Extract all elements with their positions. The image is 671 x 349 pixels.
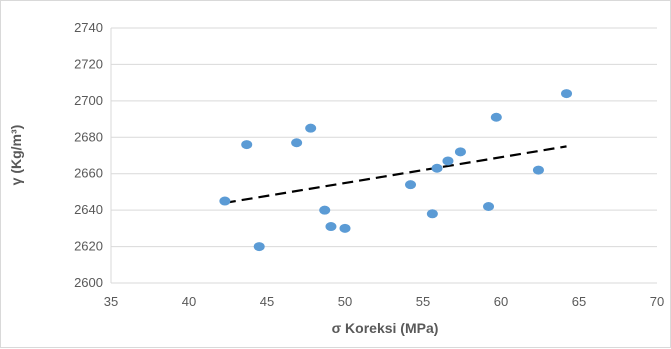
trendline <box>224 145 567 204</box>
x-tick-label: 70 <box>650 294 664 309</box>
data-point <box>325 222 337 232</box>
data-point <box>532 165 544 175</box>
data-point <box>483 202 495 211</box>
data-point <box>442 156 454 166</box>
data-point <box>561 89 573 99</box>
data-point <box>405 180 417 190</box>
x-tick-labels: 35 40 45 50 55 60 65 70 <box>104 294 664 309</box>
x-tick-label: 35 <box>104 294 118 309</box>
y-tick-label: 2600 <box>74 275 103 290</box>
data-point <box>305 123 317 133</box>
y-tick-label: 2660 <box>74 166 103 181</box>
x-tick-label: 45 <box>260 294 274 309</box>
x-tick-label: 50 <box>338 294 352 309</box>
data-point <box>339 223 351 233</box>
gridlines <box>110 27 657 284</box>
x-axis-title: σ Koreksi (MPa) <box>332 320 439 336</box>
data-point <box>490 112 502 122</box>
data-point <box>291 138 303 148</box>
y-tick-label: 2700 <box>74 93 103 108</box>
y-tick-label: 2740 <box>74 20 103 35</box>
y-tick-label: 2720 <box>74 56 103 71</box>
data-point <box>219 196 231 206</box>
y-tick-label: 2620 <box>74 239 103 254</box>
data-point <box>241 140 253 150</box>
x-tick-label: 65 <box>572 294 586 309</box>
x-tick-label: 55 <box>416 294 430 309</box>
data-point <box>454 147 466 157</box>
data-points <box>219 89 573 252</box>
y-tick-label: 2640 <box>74 202 103 217</box>
trendline-segment <box>224 145 567 204</box>
y-tick-labels: 2600 2620 2640 2660 2680 2700 2720 2740 <box>74 20 103 290</box>
y-tick-label: 2680 <box>74 129 103 144</box>
y-axis-title: γ (Kg/m³) <box>8 125 24 186</box>
data-point <box>426 209 438 219</box>
x-tick-label: 60 <box>494 294 508 309</box>
data-point <box>319 205 331 215</box>
data-point <box>431 163 443 173</box>
x-tick-label: 40 <box>182 294 196 309</box>
data-point <box>253 242 265 252</box>
